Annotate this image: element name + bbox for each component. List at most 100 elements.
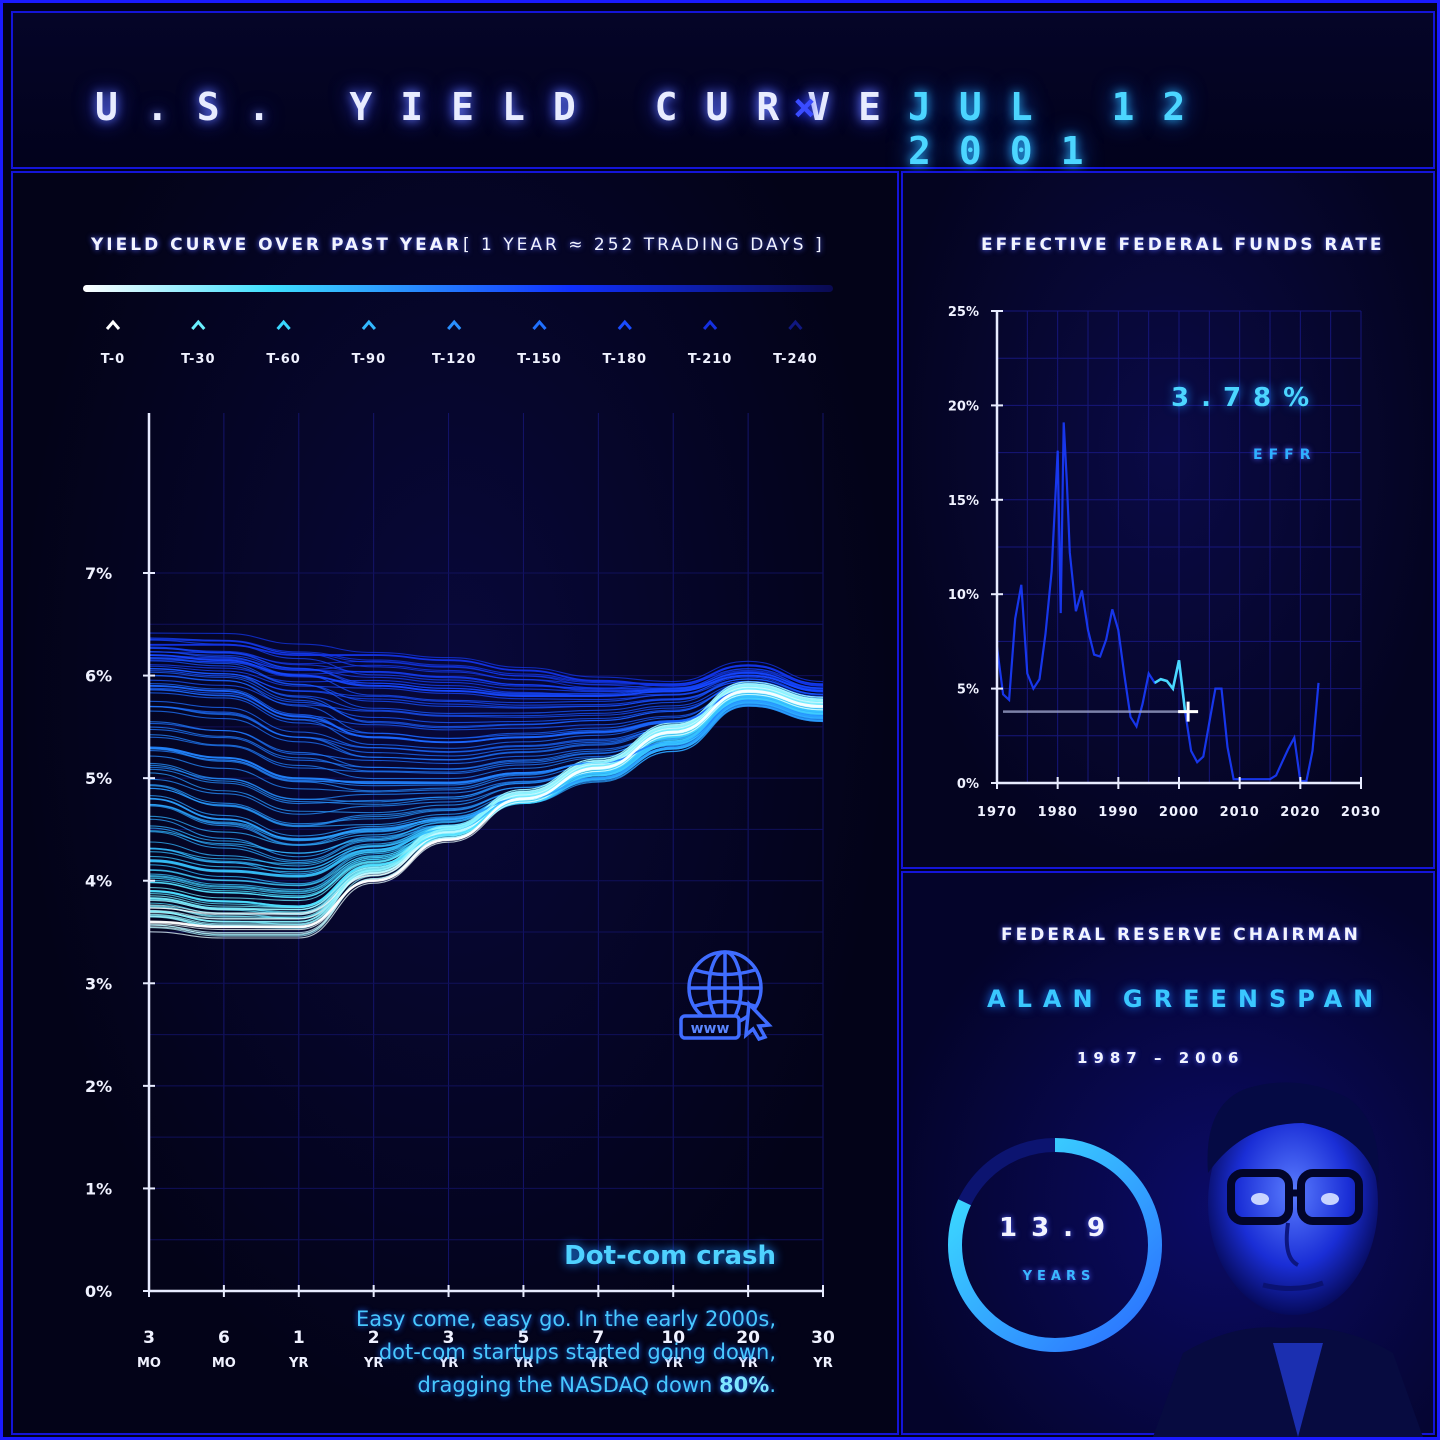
annotation-body: Easy come, easy go. In the early 2000s, … — [313, 1303, 776, 1402]
annotation-body-text: Easy come, easy go. In the early 2000s, … — [355, 1307, 776, 1397]
yield-curve-t-30 — [148, 684, 824, 923]
x-tick-label: 6 — [218, 1328, 230, 1348]
effr-line — [995, 422, 1320, 783]
annotation-title: Dot-com crash — [564, 1241, 776, 1271]
x-tick-unit: YR — [438, 1356, 458, 1371]
yield-curve-panel: YIELD CURVE OVER PAST YEAR [ 1 YEAR ≈ 25… — [11, 171, 899, 1435]
x-tick-unit: YR — [588, 1356, 608, 1371]
effr-x-tick-label: 1970 — [977, 805, 1017, 820]
effr-y-tick-label: 25% — [948, 305, 979, 320]
effr-y-tick-label: 15% — [948, 494, 979, 509]
yield-curve-t-240 — [148, 643, 824, 687]
tenure-ring-progress — [948, 1138, 1162, 1352]
yield-curve-strand — [148, 667, 824, 729]
x-tick-label: 20 — [736, 1328, 760, 1348]
yield-curve-strand — [148, 685, 824, 920]
tenure-label: YEARS — [1022, 1269, 1096, 1284]
legend-label: T-150 — [517, 352, 562, 367]
effr-chart: 0% 5% 10% 15% 20% 25% 1970 1980 1990 2000 2010 2020… — [948, 305, 1381, 820]
legend-chevron-icon — [702, 319, 718, 330]
yield-curve-strand — [148, 639, 824, 689]
x-tick-label: 3 — [143, 1328, 155, 1348]
tenure-value: 13.9 — [999, 1213, 1120, 1243]
x-tick-label: 3 — [443, 1328, 455, 1348]
legend-gradient-bar — [83, 285, 833, 292]
y-tick-label: 7% — [85, 564, 112, 583]
chairman-portrait — [1153, 1082, 1423, 1437]
y-tick-label: 4% — [85, 872, 112, 891]
legend-label: T-90 — [352, 352, 386, 367]
yield-curve-strand — [148, 681, 824, 911]
yield-curve-strand — [148, 665, 824, 701]
annotation-body-highlight: 80% — [719, 1373, 770, 1397]
legend-chevron-icon — [276, 319, 291, 330]
effr-panel: EFFECTIVE FEDERAL FUNDS RATE 0% 5% 10% 15% 2… — [901, 171, 1435, 869]
x-tick-label: 7 — [592, 1328, 604, 1348]
legend-label: T-180 — [603, 352, 648, 367]
title-separator: × — [793, 85, 816, 129]
legend-chevron-icon — [361, 319, 377, 330]
yield-curve-t-0 — [148, 689, 824, 929]
x-tick-label: 30 — [811, 1328, 835, 1348]
yield-curve-strand — [148, 657, 824, 714]
cursor-icon — [743, 1000, 773, 1042]
tenure-ring — [948, 1138, 1162, 1352]
effr-value-label: EFFR — [1253, 447, 1317, 463]
legend-chevron-icon — [532, 319, 547, 330]
x-tick-unit: YR — [363, 1356, 383, 1371]
yield-grid — [148, 413, 824, 1292]
legend-label: T-120 — [432, 352, 477, 367]
legend-label: T-210 — [688, 352, 733, 367]
x-tick-unit: MO — [212, 1356, 236, 1371]
yield-curve-strand — [148, 647, 824, 690]
effr-x-tick-label: 2020 — [1280, 805, 1320, 820]
legend-chevron-icon — [191, 319, 206, 330]
x-tick-unit: MO — [137, 1356, 161, 1371]
chair-term: 1987 – 2006 — [1077, 1049, 1245, 1067]
chair-name: ALAN GREENSPAN — [987, 985, 1385, 1013]
x-tick-unit: YR — [812, 1356, 832, 1371]
yield-curve-strand — [148, 704, 824, 826]
x-tick-unit: YR — [513, 1356, 533, 1371]
chair-panel-title: FEDERAL RESERVE CHAIRMAN — [1001, 925, 1361, 945]
legend-label: T-30 — [181, 352, 215, 367]
yield-curve-strand — [148, 632, 824, 683]
yield-curves — [148, 632, 824, 939]
effr-x-tick-label: 2000 — [1159, 805, 1199, 820]
yield-curve-strand — [148, 651, 824, 704]
effr-x-tick-label: 2030 — [1341, 805, 1381, 820]
y-tick-label: 5% — [85, 769, 112, 788]
legend-chevron-icon — [447, 319, 462, 330]
legend-chevron-icon — [617, 319, 632, 330]
page-date: JUL 12 2001 — [908, 85, 1214, 173]
yield-panel-subtitle: [ 1 YEAR ≈ 252 TRADING DAYS ] — [463, 235, 825, 255]
yield-curve-t-90 — [148, 695, 824, 877]
legend-chevron-icon — [105, 319, 121, 330]
y-tick-label: 6% — [85, 667, 112, 686]
x-tick-unit: YR — [737, 1356, 757, 1371]
y-tick-label: 2% — [85, 1077, 112, 1096]
effr-panel-title: EFFECTIVE FEDERAL FUNDS RATE — [981, 235, 1385, 255]
x-tick-unit: YR — [663, 1356, 683, 1371]
x-tick-label: 5 — [518, 1328, 530, 1348]
y-tick-label: 1% — [85, 1179, 112, 1198]
legend-label: T-0 — [101, 352, 125, 367]
x-tick-label: 1 — [293, 1328, 305, 1348]
globe-www-icon: www — [679, 950, 773, 1042]
yield-panel-title: YIELD CURVE OVER PAST YEAR — [91, 235, 462, 255]
yield-curve-chart: T-0 T-30 T-60 T-90 T-120 T-150 T-180 T-210 T-240… — [83, 285, 835, 1371]
effr-y-tick-label: 0% — [957, 777, 979, 792]
annotation-body-end: . — [769, 1373, 776, 1397]
effr-y-tick-label: 10% — [948, 588, 979, 603]
yield-curve-t-150 — [148, 700, 824, 785]
yield-curve-strand — [148, 692, 824, 892]
y-tick-label: 3% — [85, 974, 112, 993]
effr-x-tick-label: 1990 — [1098, 805, 1138, 820]
effr-y-tick-label: 20% — [948, 399, 979, 414]
legend-chevron-icon — [788, 319, 803, 330]
page-title: U.S. YIELD CURVE — [95, 85, 910, 129]
header-panel: U.S. YIELD CURVE × JUL 12 2001 — [11, 11, 1435, 173]
yield-curve-t-210 — [148, 654, 824, 697]
yield-curve-strand — [148, 704, 824, 858]
